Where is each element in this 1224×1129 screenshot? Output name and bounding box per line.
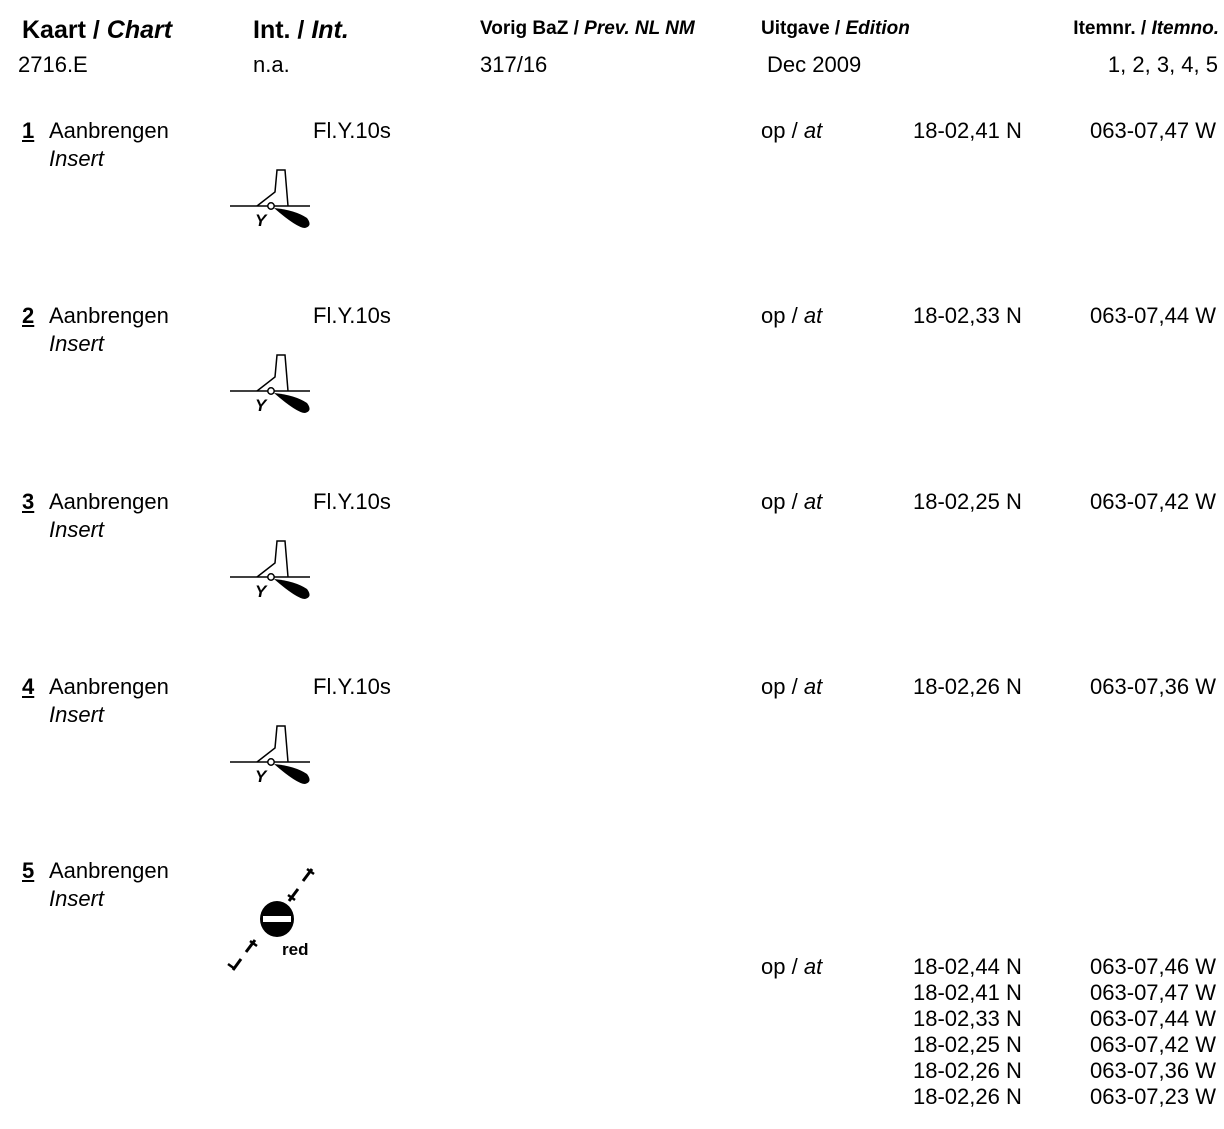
item-3: 3 Aanbrengen Insert Fl.Y.10s op / at 18-… [0, 489, 1224, 609]
position-label: op / at [761, 118, 823, 143]
latitude: 18-02,33 N [913, 1006, 1022, 1031]
latitude: 18-02,26 N [913, 674, 1022, 699]
coord-row: 18-02,25 N 063-07,42 W [0, 1032, 1224, 1058]
light-buoy-icon: Y [230, 354, 310, 415]
item-2: 2 Aanbrengen Insert Fl.Y.10s op / at 18-… [0, 303, 1224, 423]
action-nl: Aanbrengen [49, 489, 169, 514]
latitude: 18-02,25 N [913, 489, 1022, 514]
latitude: 18-02,25 N [913, 1032, 1022, 1057]
action-nl: Aanbrengen [49, 858, 169, 883]
longitude: 063-07,44 W [1090, 1006, 1216, 1031]
prev-label-nl: Vorig BaZ / [480, 18, 579, 39]
edition-value: Dec 2009 [767, 52, 862, 77]
item-number: 2 [22, 303, 35, 328]
header-int-label: Int. / Int. [253, 16, 349, 45]
item-number: 3 [22, 489, 35, 514]
header-chart-label: Kaart / Chart [22, 16, 172, 45]
int-label-nl: Int. / [253, 16, 305, 44]
action-nl: Aanbrengen [49, 303, 169, 328]
chart-label-nl: Kaart / [22, 16, 100, 44]
prev-value: 317/16 [480, 52, 548, 77]
item-number: 1 [22, 118, 35, 143]
chart-label-en: Chart [106, 16, 173, 44]
light-characteristic: Fl.Y.10s [313, 489, 391, 514]
item-1: 1 Aanbrengen Insert Fl.Y.10s op / at 18-… [0, 118, 1224, 238]
buoy-letter: Y [255, 582, 268, 601]
item-4: 4 Aanbrengen Insert Fl.Y.10s op / at 18-… [0, 674, 1224, 794]
buoy-letter: Y [255, 211, 268, 230]
position-label: op / at [761, 303, 823, 328]
action-en: Insert [49, 702, 105, 727]
longitude: 063-07,42 W [1090, 489, 1216, 514]
int-value: n.a. [253, 52, 290, 77]
action-en: Insert [49, 886, 105, 911]
light-buoy-icon: Y [230, 725, 310, 786]
coord-row: 18-02,44 N 063-07,46 W [0, 954, 1224, 980]
longitude: 063-07,23 W [1090, 1084, 1216, 1109]
latitude: 18-02,26 N [913, 1084, 1022, 1109]
itemno-label-nl: Itemnr. / [1073, 18, 1147, 39]
latitude: 18-02,26 N [913, 1058, 1022, 1083]
buoy-letter: Y [255, 396, 268, 415]
action-nl: Aanbrengen [49, 674, 169, 699]
edition-label-nl: Uitgave / [761, 18, 841, 39]
position-label: op / at [761, 489, 823, 514]
coord-row: 18-02,41 N 063-07,47 W [0, 980, 1224, 1006]
light-buoy-icon: Y [230, 540, 310, 601]
longitude: 063-07,47 W [1090, 118, 1216, 143]
action-en: Insert [49, 146, 105, 171]
latitude: 18-02,44 N [913, 954, 1022, 979]
itemno-label-en: Itemno. [1151, 18, 1219, 39]
light-characteristic: Fl.Y.10s [313, 303, 391, 328]
coord-row: 18-02,26 N 063-07,36 W [0, 1058, 1224, 1084]
item-number: 4 [22, 674, 35, 699]
action-en: Insert [49, 517, 105, 542]
coord-row: 18-02,26 N 063-07,23 W [0, 1084, 1224, 1110]
longitude: 063-07,42 W [1090, 1032, 1216, 1057]
action-en: Insert [49, 331, 105, 356]
edition-label-en: Edition [845, 18, 910, 39]
longitude: 063-07,44 W [1090, 303, 1216, 328]
item-5: 5 Aanbrengen Insert red op / at 18-02,44… [0, 858, 1224, 1128]
latitude: 18-02,41 N [913, 980, 1022, 1005]
action-nl: Aanbrengen [49, 118, 169, 143]
position-label: op / at [761, 674, 823, 699]
int-label-en: Int. [311, 16, 349, 44]
buoy-letter: Y [255, 767, 268, 786]
header-itemno-label: Itemnr. / Itemno. [1073, 18, 1219, 40]
longitude: 063-07,47 W [1090, 980, 1216, 1005]
item-number: 5 [22, 858, 35, 883]
header-prev-label: Vorig BaZ / Prev. NL NM [480, 18, 695, 40]
symbol-label: red [282, 940, 308, 959]
position-label: op / at [761, 954, 823, 979]
latitude: 18-02,33 N [913, 303, 1022, 328]
prev-label-en: Prev. NL NM [584, 18, 695, 39]
coord-row: 18-02,33 N 063-07,44 W [0, 1006, 1224, 1032]
no-entry-cable-icon: red [227, 867, 315, 971]
light-characteristic: Fl.Y.10s [313, 118, 391, 143]
chart-value: 2716.E [18, 52, 88, 77]
longitude: 063-07,36 W [1090, 674, 1216, 699]
longitude: 063-07,36 W [1090, 1058, 1216, 1083]
light-buoy-icon: Y [230, 169, 310, 230]
itemno-value: 1, 2, 3, 4, 5 [1107, 52, 1218, 77]
header-edition-label: Uitgave / Edition [761, 18, 910, 40]
latitude: 18-02,41 N [913, 118, 1022, 143]
light-characteristic: Fl.Y.10s [313, 674, 391, 699]
longitude: 063-07,46 W [1090, 954, 1216, 979]
